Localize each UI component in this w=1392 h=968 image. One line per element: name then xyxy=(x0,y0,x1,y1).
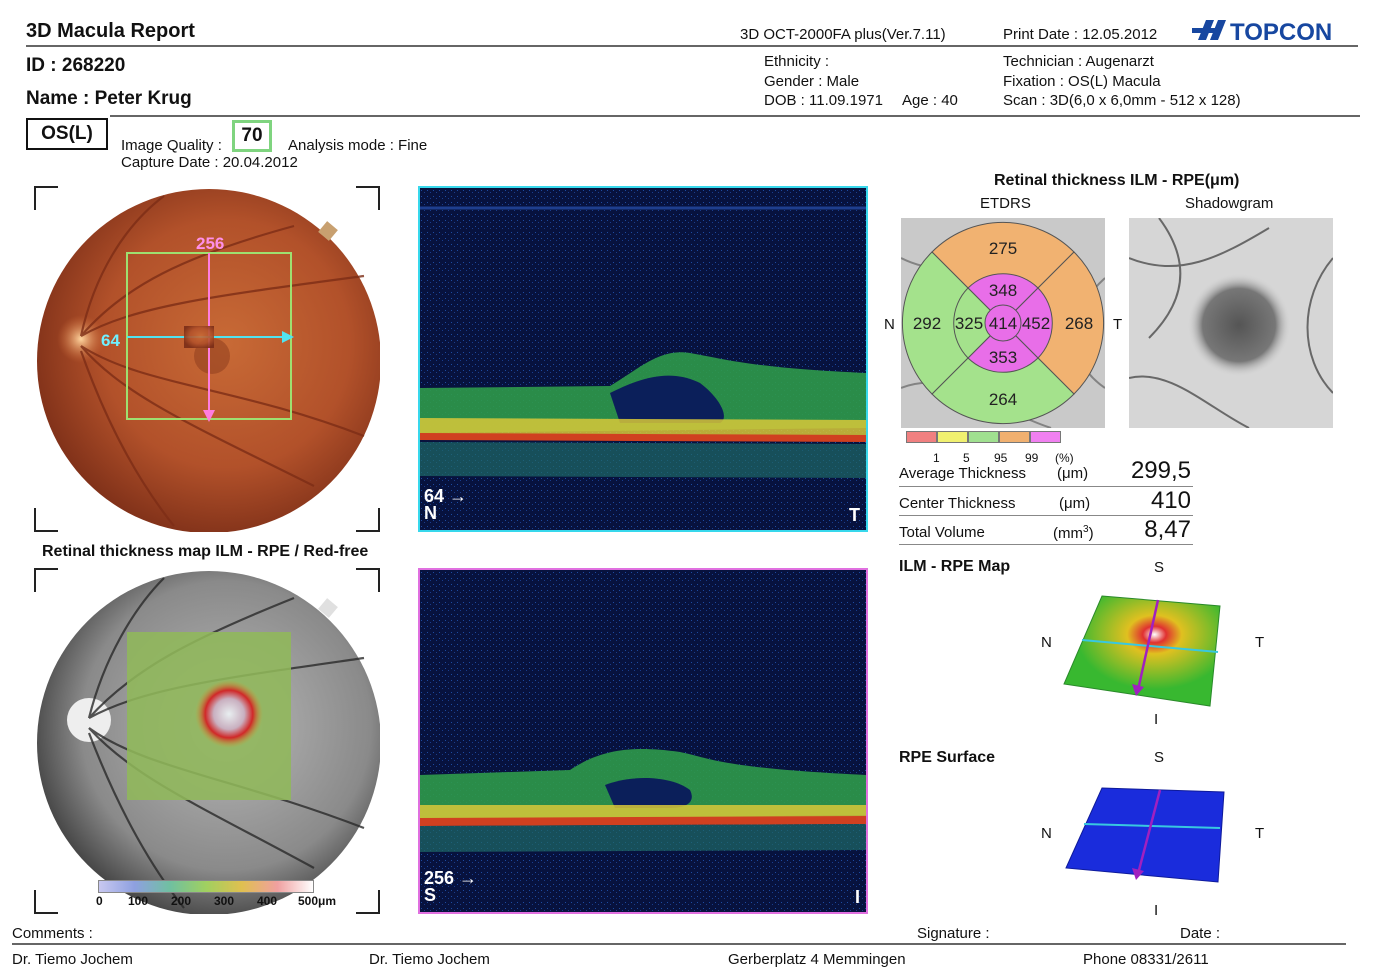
legend-tick-99: 99 xyxy=(1025,451,1039,465)
etdrs-label: ETDRS xyxy=(980,195,1031,212)
legend-tick-1: 1 xyxy=(933,451,940,465)
svg-text:TOPCON: TOPCON xyxy=(1230,19,1332,46)
date-label: Date : xyxy=(1180,925,1221,942)
stat-center: Center Thickness (μm) 410 xyxy=(899,487,1193,516)
etdrs-inner-superior: 348 xyxy=(989,281,1017,300)
patient-age: Age : 40 xyxy=(902,92,958,109)
footer-doctor-2: Dr. Tiemo Jochem xyxy=(369,951,490,968)
print-date: Print Date : 12.05.2012 xyxy=(1003,26,1158,43)
etdrs-center: 414 xyxy=(989,314,1017,333)
oct-v-superior: S xyxy=(424,885,437,905)
comments-label: Comments : xyxy=(12,925,93,942)
redfree-map-panel: 0 100 200 300 400 500μm xyxy=(34,568,380,914)
topcon-logo: TOPCON xyxy=(1189,14,1342,46)
ilm-map-superior: S xyxy=(1154,559,1165,576)
fundus-image: 256 64 xyxy=(37,189,380,532)
device-version: 3D OCT-2000FA plus(Ver.7.11) xyxy=(740,26,946,43)
shadowgram-label: Shadowgram xyxy=(1185,195,1274,212)
etdrs-outer-nasal: 292 xyxy=(913,314,941,333)
ilm-rpe-map-title: ILM - RPE Map xyxy=(899,558,1011,575)
topcon-logo-icon: TOPCON xyxy=(1189,19,1332,46)
rpe-map-temporal: T xyxy=(1255,825,1265,842)
capture-date: Capture Date : 20.04.2012 xyxy=(121,154,298,171)
oct-v-line-label: 256 → S xyxy=(424,868,478,905)
stat-volume: Total Volume (mm3) 8,47 xyxy=(899,516,1193,545)
report-title: 3D Macula Report xyxy=(26,20,195,42)
etdrs-inner-inferior: 353 xyxy=(989,348,1017,367)
fixation: Fixation : OS(L) Macula xyxy=(1003,73,1161,90)
etdrs-chart: 275 292 268 264 348 325 452 353 414 xyxy=(900,218,1106,429)
legend-swatch-1 xyxy=(906,431,937,443)
patient-name: Name : Peter Krug xyxy=(26,88,192,109)
rpe-surface-title: RPE Surface xyxy=(899,749,996,766)
patient-gender: Gender : Male xyxy=(764,73,860,90)
oct-vertical-image xyxy=(420,570,866,912)
thickness-color-scale xyxy=(98,880,314,893)
etdrs-grid: 275 292 268 264 348 325 452 353 414 xyxy=(900,218,1106,429)
ilm-map-nasal: N xyxy=(1041,634,1052,651)
thickness-map-title: Retinal thickness map ILM - RPE / Red-fr… xyxy=(42,543,369,560)
legend-swatch-3 xyxy=(968,431,999,443)
etdrs-inner-temporal: 452 xyxy=(1022,314,1050,333)
scale-tick-100: 100 xyxy=(128,894,149,908)
oct-horizontal-image xyxy=(420,188,866,530)
etdrs-outer-superior: 275 xyxy=(989,239,1017,258)
scale-tick-300: 300 xyxy=(214,894,235,908)
patient-dob: DOB : 11.09.1971 xyxy=(764,92,883,109)
patient-id: ID : 268220 xyxy=(26,55,126,76)
oct-h-temporal: T xyxy=(849,505,860,525)
legend-swatch-4 xyxy=(999,431,1030,443)
oct-h-line-label: 64 → N xyxy=(424,486,468,523)
redfree-image xyxy=(37,571,380,914)
legend-tick-pct: (%) xyxy=(1055,451,1074,465)
image-quality-label: Image Quality : xyxy=(121,137,222,154)
rpe-surface-3d-map xyxy=(1062,786,1226,886)
legend-tick-5: 5 xyxy=(963,451,970,465)
rpe-map-inferior: I xyxy=(1154,902,1159,919)
legend-tick-95: 95 xyxy=(994,451,1008,465)
scale-tick-200: 200 xyxy=(171,894,192,908)
stat-average: Average Thickness (μm) 299,5 xyxy=(899,457,1193,487)
patient-ethnicity: Ethnicity : xyxy=(764,53,830,70)
oct-v-inferior: I xyxy=(854,887,860,907)
shadowgram-image xyxy=(1128,217,1334,429)
ilm-map-temporal: T xyxy=(1255,634,1265,651)
scale-tick-500: 500μm xyxy=(298,894,337,908)
footer-phone: Phone 08331/2611 xyxy=(1083,951,1209,968)
scale-tick-400: 400 xyxy=(257,894,278,908)
thickness-title: Retinal thickness ILM - RPE(μm) xyxy=(994,172,1240,189)
footer-address: Gerberplatz 4 Memmingen xyxy=(728,951,906,968)
footer-doctor-1: Dr. Tiemo Jochem xyxy=(12,951,133,968)
ilm-rpe-3d-map xyxy=(1062,592,1226,708)
legend-swatch-5 xyxy=(1030,431,1061,443)
rpe-map-nasal: N xyxy=(1041,825,1052,842)
eye-badge: OS(L) xyxy=(26,118,108,150)
analysis-mode: Analysis mode : Fine xyxy=(288,137,428,154)
oct-h-nasal: N xyxy=(424,503,437,523)
etdrs-temporal-label: T xyxy=(1113,316,1123,333)
oct-scan-vertical: 256 → S I xyxy=(418,568,868,914)
oct-scan-horizontal: 64 → N T xyxy=(418,186,868,532)
rpe-map-superior: S xyxy=(1154,749,1165,766)
scale-tick-0: 0 xyxy=(96,894,103,908)
fundus-photo-panel: 256 64 xyxy=(34,186,380,532)
etdrs-nasal-label: N xyxy=(884,316,895,333)
signature-label: Signature : xyxy=(917,925,990,942)
etdrs-inner-nasal: 325 xyxy=(955,314,983,333)
percentile-legend xyxy=(906,431,1061,445)
ilm-map-inferior: I xyxy=(1154,711,1159,728)
etdrs-outer-inferior: 264 xyxy=(989,390,1017,409)
technician: Technician : Augenarzt xyxy=(1003,53,1154,70)
thickness-stats: Average Thickness (μm) 299,5 Center Thic… xyxy=(899,457,1193,545)
scan-info: Scan : 3D(6,0 x 6,0mm - 512 x 128) xyxy=(1003,92,1241,109)
svg-text:64: 64 xyxy=(101,331,120,350)
legend-swatch-2 xyxy=(937,431,968,443)
image-quality-value: 70 xyxy=(232,120,272,152)
etdrs-outer-temporal: 268 xyxy=(1065,314,1093,333)
svg-text:256: 256 xyxy=(196,234,224,253)
